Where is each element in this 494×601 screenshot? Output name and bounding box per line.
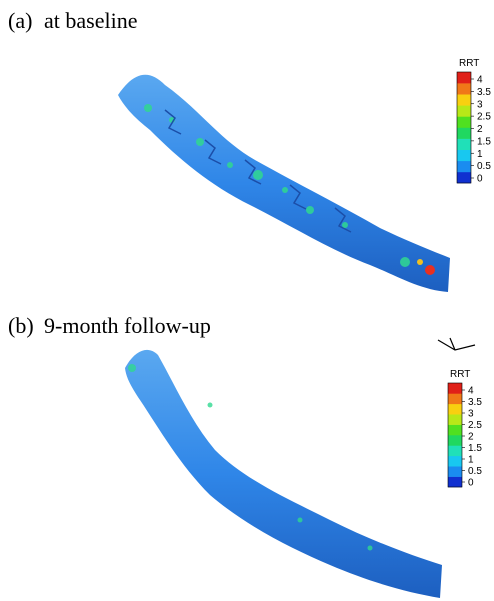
- axis-icon: [438, 338, 475, 350]
- colorbar-band: [448, 393, 462, 404]
- colorbar-band: [448, 477, 462, 488]
- colorbar-tick-label: 2.5: [468, 420, 482, 431]
- panel-title: 9-month follow-up: [44, 313, 211, 338]
- colorbar-tick-label: 3.5: [477, 87, 491, 98]
- colorbar-band: [448, 383, 462, 394]
- colorbar-band: [457, 172, 471, 183]
- colorbar-tick-label: 2: [477, 124, 483, 135]
- colorbar-band: [448, 456, 462, 467]
- colorbar-band: [448, 445, 462, 456]
- colorbar-tick-label: 4: [477, 75, 483, 86]
- colorbar-title: RRT: [450, 369, 470, 380]
- colorbar-band: [457, 105, 471, 116]
- colorbar-band: [448, 404, 462, 415]
- vessel-b: [125, 350, 442, 598]
- colorbar-band: [448, 425, 462, 436]
- colorbar-band: [457, 139, 471, 150]
- colorbar-tick-label: 2.5: [477, 112, 491, 123]
- colorbar-band: [457, 83, 471, 94]
- colorbar-band: [448, 435, 462, 446]
- colorbar-tick-label: 2: [468, 432, 474, 443]
- figure: (a) at baseline (b) 9-month follow-up RR…: [0, 0, 494, 601]
- colorbar-band: [448, 466, 462, 477]
- colorbar-tick-label: 1: [468, 455, 474, 466]
- colorbar-tick-label: 3: [468, 409, 474, 420]
- colorbar-tick-label: 0.5: [477, 161, 491, 172]
- colorbar-band: [457, 150, 471, 161]
- colorbar-band: [457, 94, 471, 105]
- colorbar-band: [457, 72, 471, 83]
- panel-title: at baseline: [44, 8, 137, 33]
- colorbar-tick-label: 4: [468, 386, 474, 397]
- colorbar-tick-label: 0: [468, 478, 474, 489]
- colorbar-tick-label: 1: [477, 149, 483, 160]
- colorbar-band: [457, 116, 471, 127]
- colorbar-tick-label: 3.5: [468, 397, 482, 408]
- panel-label: (a): [8, 8, 32, 33]
- colorbar-tick-label: 1.5: [477, 136, 491, 147]
- colorbar-tick-label: 0.5: [468, 466, 482, 477]
- colorbar-band: [457, 161, 471, 172]
- vessel-a: [118, 75, 450, 292]
- colorbar-band: [448, 414, 462, 425]
- panel-label: (b): [8, 313, 34, 338]
- colorbar-band: [457, 128, 471, 139]
- colorbar-tick-label: 0: [477, 174, 483, 185]
- colorbar-tick-label: 3: [477, 99, 483, 110]
- colorbar-title: RRT: [459, 58, 479, 69]
- colorbar-tick-label: 1.5: [468, 443, 482, 454]
